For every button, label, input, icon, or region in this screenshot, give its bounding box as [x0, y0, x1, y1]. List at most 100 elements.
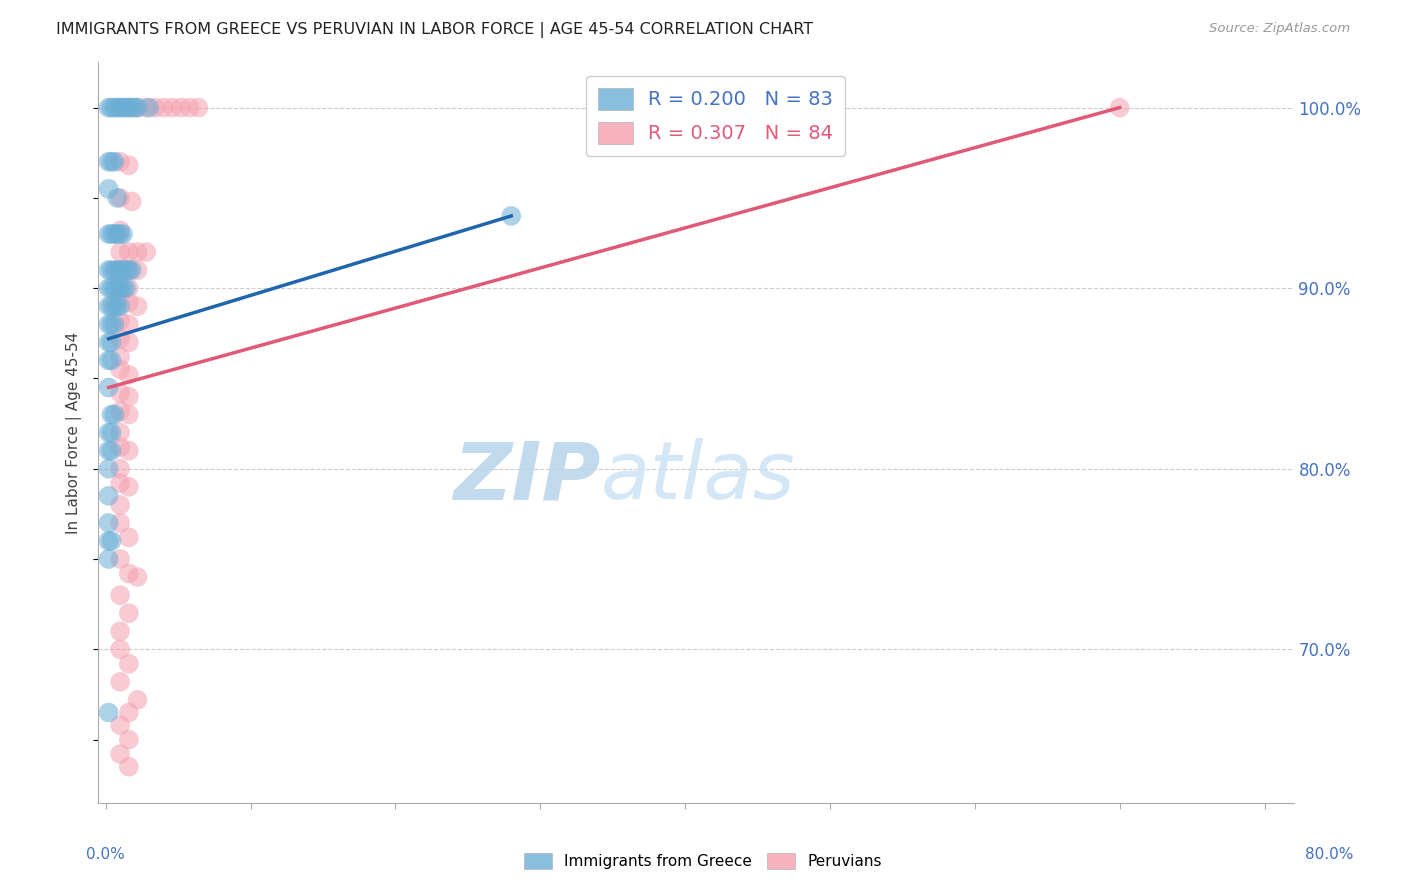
Point: [97, 516, 120, 530]
Point: [179, 101, 201, 115]
Point: [118, 390, 141, 404]
Point: [170, 101, 193, 115]
Point: [108, 552, 131, 566]
Point: [97, 299, 120, 313]
Text: ZIP: ZIP: [453, 438, 600, 516]
Point: [118, 101, 141, 115]
Point: [103, 408, 125, 422]
Point: [108, 277, 131, 292]
Point: [108, 332, 131, 346]
Point: [100, 263, 122, 277]
Point: [108, 440, 131, 454]
Point: [108, 313, 131, 327]
Point: [105, 263, 128, 277]
Point: [127, 693, 149, 707]
Point: [108, 674, 131, 689]
Point: [108, 263, 131, 277]
Y-axis label: In Labor Force | Age 45-54: In Labor Force | Age 45-54: [66, 332, 83, 533]
Point: [100, 533, 122, 548]
Point: [108, 245, 131, 260]
Point: [97, 182, 120, 196]
Point: [108, 223, 131, 237]
Point: [118, 263, 141, 277]
Point: [108, 624, 131, 639]
Point: [103, 318, 125, 332]
Point: [127, 101, 149, 115]
Point: [97, 443, 120, 458]
Point: [100, 227, 122, 241]
Point: [118, 408, 141, 422]
Point: [118, 335, 141, 350]
Point: [103, 101, 125, 115]
Point: [135, 245, 157, 260]
Point: [108, 642, 131, 657]
Point: [108, 299, 131, 313]
Point: [100, 318, 122, 332]
Point: [97, 552, 120, 566]
Text: IMMIGRANTS FROM GREECE VS PERUVIAN IN LABOR FORCE | AGE 45-54 CORRELATION CHART: IMMIGRANTS FROM GREECE VS PERUVIAN IN LA…: [56, 22, 813, 38]
Point: [108, 191, 131, 205]
Point: [118, 760, 141, 774]
Point: [108, 385, 131, 400]
Point: [108, 227, 131, 241]
Point: [100, 353, 122, 368]
Point: [105, 101, 128, 115]
Point: [97, 706, 120, 720]
Point: [118, 530, 141, 544]
Point: [108, 718, 131, 732]
Point: [97, 461, 120, 475]
Point: [100, 101, 122, 115]
Point: [1108, 101, 1130, 115]
Point: [97, 318, 120, 332]
Point: [118, 657, 141, 671]
Point: [121, 194, 143, 209]
Point: [124, 101, 146, 115]
Point: [118, 295, 141, 310]
Point: [108, 404, 131, 418]
Point: [112, 281, 135, 295]
Point: [100, 154, 122, 169]
Point: [118, 368, 141, 382]
Point: [100, 299, 122, 313]
Point: [105, 281, 128, 295]
Point: [138, 101, 160, 115]
Point: [97, 335, 120, 350]
Point: [108, 476, 131, 491]
Point: [118, 732, 141, 747]
Point: [118, 245, 141, 260]
Point: [118, 318, 141, 332]
Point: [127, 101, 149, 115]
Point: [103, 281, 125, 295]
Point: [187, 101, 209, 115]
Point: [108, 101, 131, 115]
Point: [121, 263, 143, 277]
Point: [97, 425, 120, 440]
Text: 0.0%: 0.0%: [87, 847, 125, 863]
Point: [103, 299, 125, 313]
Point: [97, 489, 120, 503]
Point: [112, 101, 135, 115]
Point: [97, 380, 120, 394]
Point: [115, 263, 138, 277]
Point: [118, 566, 141, 581]
Text: 80.0%: 80.0%: [1305, 847, 1354, 863]
Point: [97, 281, 120, 295]
Point: [127, 263, 149, 277]
Point: [108, 516, 131, 530]
Point: [115, 281, 138, 295]
Point: [152, 101, 174, 115]
Point: [121, 101, 143, 115]
Legend: Immigrants from Greece, Peruvians: Immigrants from Greece, Peruvians: [519, 847, 887, 875]
Point: [108, 362, 131, 376]
Point: [501, 209, 523, 223]
Point: [118, 263, 141, 277]
Point: [108, 747, 131, 761]
Point: [127, 570, 149, 584]
Point: [112, 227, 135, 241]
Point: [108, 461, 131, 475]
Point: [105, 227, 128, 241]
Point: [108, 101, 131, 115]
Point: [118, 443, 141, 458]
Point: [100, 425, 122, 440]
Point: [108, 425, 131, 440]
